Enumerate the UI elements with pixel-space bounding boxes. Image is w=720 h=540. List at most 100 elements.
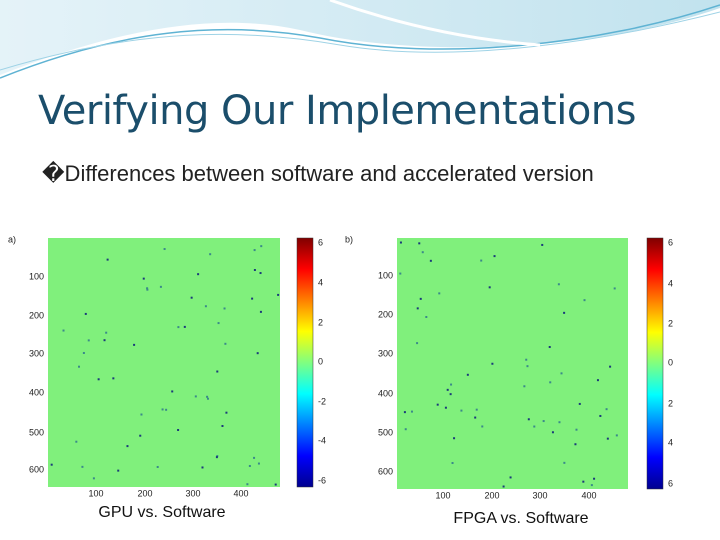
x-tick-label: 100 (435, 490, 450, 500)
heatmap-dot (81, 465, 84, 468)
heatmap-dot (481, 425, 484, 428)
heatmap-dot (558, 421, 561, 424)
colorbar-tick-label: -6 (318, 475, 326, 485)
heatmap-dot (103, 339, 106, 342)
heatmap-dot (609, 365, 612, 368)
heatmap-dot (277, 293, 280, 296)
header-wave (0, 0, 720, 79)
heatmap-dot (133, 343, 136, 346)
y-tick-label: 400 (378, 388, 393, 398)
heatmap-dot (425, 315, 428, 318)
heatmap-dot (248, 464, 251, 467)
heatmap-dot (209, 253, 212, 256)
heatmap-dot (163, 248, 166, 251)
heatmap-dot (527, 418, 530, 421)
heatmap-dot (117, 469, 120, 472)
slide-title: Verifying Our Implementations (38, 88, 637, 134)
heatmap-dot (142, 277, 145, 280)
x-tick-label: 300 (185, 488, 200, 498)
heatmap-dot (444, 406, 447, 409)
heatmap-dot (533, 425, 536, 428)
heatmap-dot (256, 352, 259, 355)
heatmap-dot (139, 434, 142, 437)
heatmap-dot (574, 443, 577, 446)
heatmap-dot (225, 411, 228, 414)
x-tick-label: 200 (137, 488, 152, 498)
heatmap-dot (171, 390, 174, 393)
heatmap-dot (177, 326, 180, 329)
heatmap-dot (404, 428, 407, 431)
bullet-text: �Differences between software and accele… (42, 161, 594, 186)
heatmap-dot (399, 241, 402, 244)
heatmap-dot (451, 462, 454, 465)
heatmap-dot (126, 445, 129, 448)
y-tick-label: 500 (378, 427, 393, 437)
x-tick-label: 400 (233, 488, 248, 498)
y-tick-label: 100 (378, 270, 393, 280)
heatmap-dot (165, 408, 168, 411)
heatmap-dot (159, 285, 162, 288)
heatmap-dot (575, 428, 578, 431)
heatmap-dot (204, 305, 207, 308)
y-tick-label: 200 (29, 310, 44, 320)
colorbar-tick-label: -4 (318, 435, 326, 445)
heatmap-dot (257, 462, 260, 465)
heatmap-dot (548, 346, 551, 349)
heatmap-dot (260, 245, 263, 248)
colorbar-tick-label: 2 (668, 318, 673, 328)
heatmap-dot (563, 461, 566, 464)
heatmap-dot (156, 465, 159, 468)
heatmap-dot (436, 403, 439, 406)
heatmap-dot (84, 312, 87, 315)
heatmap-dot (87, 339, 90, 342)
colorbar-tick-label: 4 (318, 277, 323, 287)
heatmap-dot (224, 342, 227, 345)
heatmap-dot (557, 283, 560, 286)
heatmap-dot (416, 307, 419, 310)
heatmap-dot (253, 269, 256, 272)
heatmap-dot (438, 292, 441, 295)
heatmap-dot (274, 483, 277, 486)
heatmap-dot (216, 370, 219, 373)
heatmap-dot (606, 437, 609, 440)
heatmap-dot (410, 410, 413, 413)
colorbar-tick-label: 0 (668, 357, 673, 367)
heatmap (48, 238, 280, 487)
colorbar-tick-label: 4 (668, 278, 673, 288)
heatmap-dot (466, 373, 469, 376)
colorbar (646, 237, 664, 490)
heatmap-dot (75, 440, 78, 443)
colorbar-tick-label: 6 (668, 237, 673, 247)
heatmap-dot (223, 307, 226, 310)
heatmap-dot (421, 251, 424, 254)
heatmap-dot (221, 424, 224, 427)
heatmap-dot (403, 411, 406, 414)
heatmap-dot (97, 378, 100, 381)
heatmap-dot (578, 402, 581, 405)
heatmap-dot (206, 395, 209, 398)
y-tick-label: 100 (29, 271, 44, 281)
heatmap (397, 238, 628, 489)
heatmap-dot (615, 434, 618, 437)
heatmap-dot (596, 379, 599, 382)
heatmap-dot (251, 297, 254, 300)
caption: GPU vs. Software (98, 504, 226, 521)
heatmap-dot (551, 431, 554, 434)
heatmap-dot (429, 259, 432, 262)
heatmap-dot (583, 299, 586, 302)
heatmap-dot (446, 388, 449, 391)
heatmap-dot (62, 329, 65, 332)
colorbar-tick-label: 2 (318, 317, 323, 327)
colorbar-tick-label: 2 (668, 398, 673, 408)
heatmap-dot (523, 385, 526, 388)
heatmap-dot (613, 287, 616, 290)
heatmap-dot (582, 480, 585, 483)
heatmap-dot (78, 365, 81, 368)
x-tick-label: 100 (88, 488, 103, 498)
heatmap-dot (206, 397, 209, 400)
heatmap-dot (502, 485, 505, 488)
heatmap-dot (493, 255, 496, 258)
heatmap-dot (460, 409, 463, 412)
